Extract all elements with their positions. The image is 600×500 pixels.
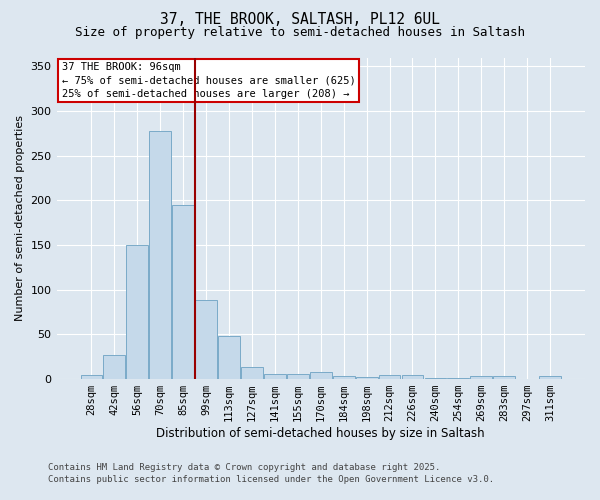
- Bar: [80, 374, 103, 379]
- Text: 37 THE BROOK: 96sqm
← 75% of semi-detached houses are smaller (625)
25% of semi-: 37 THE BROOK: 96sqm ← 75% of semi-detach…: [62, 62, 356, 98]
- Bar: [448, 378, 469, 379]
- Bar: [172, 205, 194, 379]
- Bar: [149, 130, 171, 379]
- Bar: [103, 355, 125, 379]
- Bar: [379, 374, 400, 379]
- Text: 37, THE BROOK, SALTASH, PL12 6UL: 37, THE BROOK, SALTASH, PL12 6UL: [160, 12, 440, 28]
- Y-axis label: Number of semi-detached properties: Number of semi-detached properties: [15, 116, 25, 322]
- Bar: [356, 378, 377, 379]
- Bar: [287, 374, 309, 379]
- Bar: [195, 300, 217, 379]
- Bar: [310, 372, 332, 379]
- Bar: [333, 376, 355, 379]
- Bar: [539, 376, 561, 379]
- Bar: [218, 336, 240, 379]
- Bar: [127, 245, 148, 379]
- Bar: [425, 378, 446, 379]
- Bar: [241, 368, 263, 379]
- Text: Size of property relative to semi-detached houses in Saltash: Size of property relative to semi-detach…: [75, 26, 525, 39]
- Bar: [401, 374, 424, 379]
- X-axis label: Distribution of semi-detached houses by size in Saltash: Distribution of semi-detached houses by …: [157, 427, 485, 440]
- Bar: [493, 376, 515, 379]
- Bar: [470, 376, 492, 379]
- Bar: [264, 374, 286, 379]
- Text: Contains HM Land Registry data © Crown copyright and database right 2025.
Contai: Contains HM Land Registry data © Crown c…: [48, 463, 494, 484]
